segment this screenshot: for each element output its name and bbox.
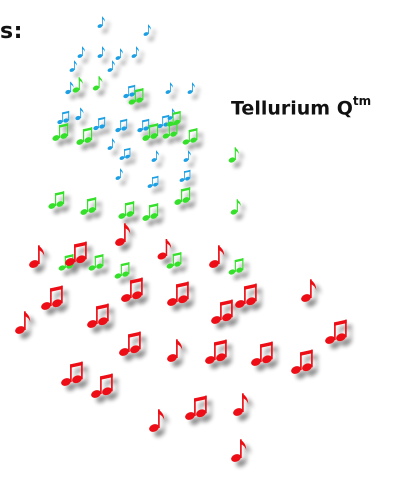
beamed-notes-icon [80,197,97,215]
eighth-note-icon [131,46,140,58]
beamed-notes-icon [167,281,189,306]
beamed-notes-icon [137,118,150,133]
eighth-note-icon [228,147,239,163]
eighth-note-icon [233,393,249,416]
brand-label: Tellurium Qtm [231,94,372,120]
eighth-note-icon [107,138,116,150]
cropped-heading: s: [0,19,23,44]
eighth-note-icon [157,239,172,260]
eighth-note-icon [97,46,106,58]
eighth-note-icon [149,409,165,432]
beamed-notes-icon [185,395,207,420]
eighth-note-icon [301,279,317,302]
beamed-notes-icon [41,285,63,310]
beamed-notes-icon [121,277,143,302]
beamed-notes-icon [211,299,233,324]
brand-trademark: tm [352,94,372,108]
eighth-note-icon [187,82,196,94]
eighth-note-icon [107,60,116,72]
beamed-notes-icon [142,123,159,141]
beamed-notes-icon [52,123,69,141]
beamed-notes-icon [114,262,130,279]
beamed-notes-icon [91,373,113,398]
eighth-note-icon [77,46,86,58]
beamed-notes-icon [235,283,257,308]
eighth-note-icon [165,82,174,94]
eighth-note-icon [29,245,45,268]
beamed-notes-icon [142,203,159,221]
beamed-notes-icon [157,114,170,129]
eighth-note-icon [92,76,103,91]
beamed-notes-icon [76,127,93,145]
eighth-note-icon [115,168,124,180]
eighth-note-icon [65,81,74,95]
eighth-note-icon [209,245,225,268]
beamed-notes-icon [182,128,198,145]
beamed-notes-icon [65,241,87,266]
eighth-note-icon [183,150,192,162]
eighth-note-icon [15,311,31,334]
beamed-notes-icon [174,187,191,205]
beamed-notes-icon [123,84,136,99]
beamed-notes-icon [291,349,313,374]
eighth-note-icon [69,60,78,72]
beamed-notes-icon [93,116,106,131]
beamed-notes-icon [228,258,244,275]
beamed-notes-icon [118,201,135,219]
eighth-note-icon [115,48,124,60]
beamed-notes-icon [147,175,159,188]
eighth-note-icon [72,77,83,93]
beamed-notes-icon [57,110,70,125]
brand-name: Tellurium Q [231,97,353,120]
beamed-notes-icon [87,303,109,328]
beamed-notes-icon [166,252,182,269]
eighth-note-icon [75,107,84,121]
beamed-notes-icon [115,118,128,133]
beamed-notes-icon [166,111,181,127]
beamed-notes-icon [48,191,65,209]
eighth-note-icon [143,24,152,36]
eighth-note-icon [167,108,176,120]
beamed-notes-icon [251,341,273,366]
beamed-notes-icon [88,254,104,271]
eighth-note-icon [97,16,106,28]
beamed-notes-icon [179,169,191,182]
beamed-notes-icon [119,147,131,160]
eighth-note-icon [151,150,160,162]
beamed-notes-icon [325,319,347,344]
beamed-notes-icon [205,339,227,364]
eighth-note-icon [115,223,131,246]
eighth-note-icon [167,339,183,362]
eighth-note-icon [231,439,247,462]
beamed-notes-icon [128,88,144,105]
beamed-notes-icon [119,331,141,356]
beamed-notes-icon [61,361,83,386]
eighth-note-icon [230,199,241,215]
